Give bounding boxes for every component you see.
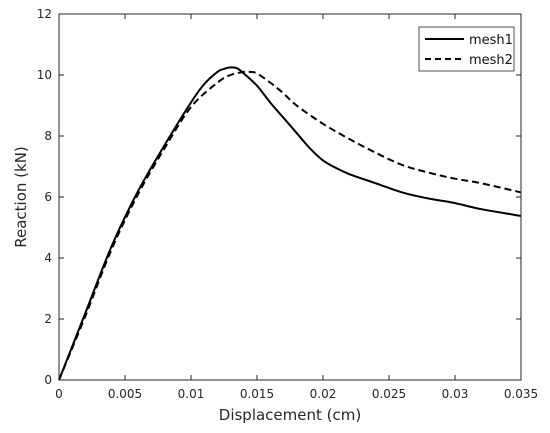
legend: mesh1 mesh2: [418, 26, 515, 72]
x-tick-label: 0: [55, 387, 63, 401]
x-tick-label: 0.02: [310, 387, 337, 401]
series-layer: [58, 66, 522, 381]
series-line-mesh1: [58, 66, 522, 381]
y-tick-label: 10: [37, 68, 52, 82]
legend-label-mesh2: mesh2: [469, 53, 513, 68]
legend-label-mesh1: mesh1: [469, 33, 513, 48]
legend-box: [418, 26, 515, 72]
series-line-mesh2: [58, 70, 522, 381]
x-tick-label: 0.005: [108, 387, 142, 401]
y-tick-label: 4: [44, 251, 52, 265]
y-axis-ticks: 0 2 4 6 8 10 12: [37, 7, 521, 387]
y-axis-title: Reaction (kN): [12, 146, 30, 248]
x-tick-label: 0.015: [240, 387, 274, 401]
y-tick-label: 8: [44, 129, 52, 143]
x-tick-label: 0.035: [504, 387, 538, 401]
x-axis-title: Displacement (cm): [219, 406, 361, 424]
x-tick-label: 0.01: [178, 387, 205, 401]
y-tick-label: 0: [44, 373, 52, 387]
y-tick-label: 6: [44, 190, 52, 204]
x-tick-label: 0.025: [372, 387, 406, 401]
y-tick-label: 2: [44, 312, 52, 326]
y-tick-label: 12: [37, 7, 52, 21]
x-tick-label: 0.03: [442, 387, 469, 401]
x-axis-ticks: 0 0.005 0.01 0.015 0.02 0.025 0.03 0.035: [55, 14, 538, 401]
